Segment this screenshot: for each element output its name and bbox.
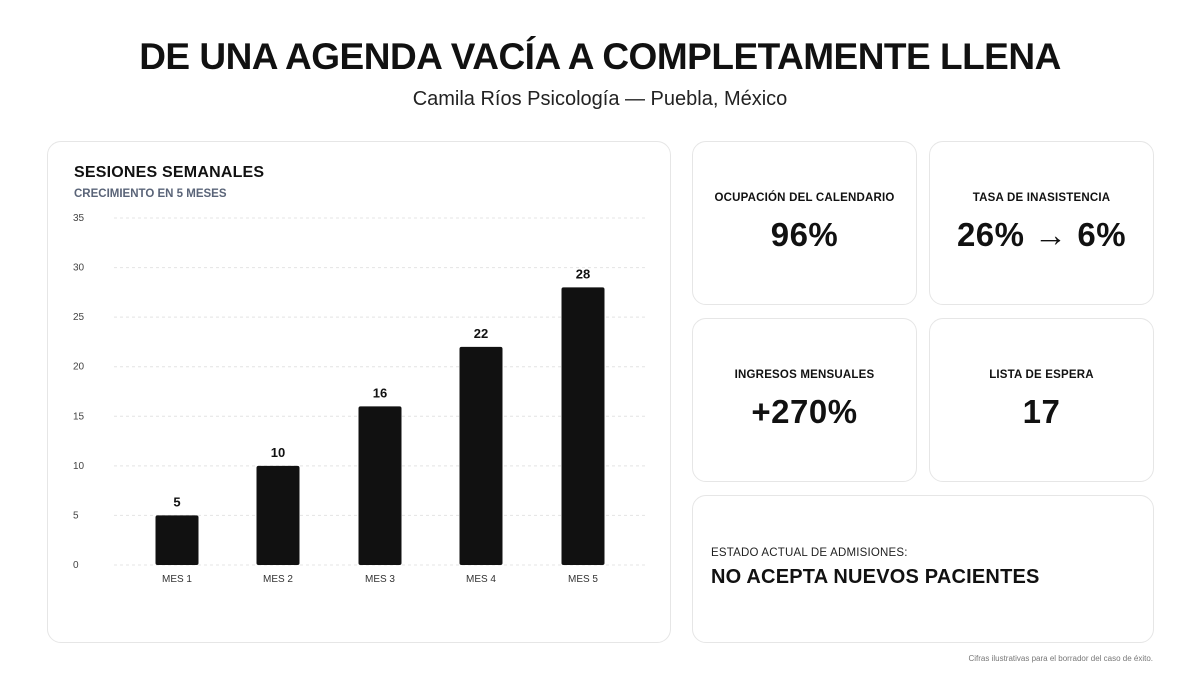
data-label: 16 (373, 385, 387, 400)
page-subtitle: Camila Ríos Psicología — Puebla, México (412, 88, 788, 110)
y-tick-label: 5 (73, 510, 79, 521)
y-tick-label: 10 (73, 461, 85, 472)
stat-card-waitlist: LISTA DE ESPERA 17 (929, 318, 1154, 482)
x-tick-label: MES 5 (568, 574, 598, 585)
x-tick-label: MES 3 (365, 574, 395, 585)
stat-card-calendar-occupancy: OCUPACIÓN DEL CALENDARIO 96% (692, 141, 917, 305)
bar (561, 287, 605, 565)
stat-value: +270% (751, 393, 858, 430)
stat-label: OCUPACIÓN DEL CALENDARIO (714, 192, 895, 204)
y-tick-label: 0 (73, 560, 79, 571)
bar (358, 406, 402, 565)
data-label: 10 (271, 445, 285, 460)
y-tick-label: 30 (73, 263, 85, 274)
data-label: 22 (474, 326, 488, 341)
page-title: DE UNA AGENDA VACÍA A COMPLETAMENTE LLEN… (139, 36, 1061, 77)
x-tick-label: MES 2 (263, 574, 293, 585)
bar-chart: 0 5 10 15 20 25 30 35 5 MES 1 10 MES 2 16 MES 3 22 MES … (73, 213, 648, 585)
admissions-status-card: ESTADO ACTUAL DE ADMISIONES: NO ACEPTA N… (692, 495, 1154, 643)
x-tick-label: MES 4 (466, 574, 496, 585)
y-tick-label: 15 (73, 411, 85, 422)
admissions-status-value: NO ACEPTA NUEVOS PACIENTES (711, 566, 1040, 588)
y-tick-label: 25 (73, 312, 85, 323)
stat-label: TASA DE INASISTENCIA (972, 192, 1111, 204)
chart-subtitle: CRECIMIENTO EN 5 MESES (74, 188, 227, 200)
stat-value: 96% (770, 216, 839, 253)
stat-value: 26% → 6% (956, 216, 1127, 253)
data-label: 28 (576, 266, 590, 281)
x-tick-label: MES 1 (162, 574, 192, 585)
stat-card-monthly-income: INGRESOS MENSUALES +270% (692, 318, 917, 482)
data-label: 5 (173, 494, 180, 509)
bar (155, 515, 199, 565)
chart-title: SESIONES SEMANALES (74, 164, 265, 181)
footnote: Cifras ilustrativas para el borrador del… (968, 654, 1153, 663)
bar (459, 346, 503, 565)
y-tick-label: 20 (73, 362, 85, 373)
stat-card-no-show-rate: TASA DE INASISTENCIA 26% → 6% (929, 141, 1154, 305)
bar (256, 465, 300, 565)
admissions-status-label: ESTADO ACTUAL DE ADMISIONES: (711, 547, 908, 559)
chart-card: 0 5 10 15 20 25 30 35 5 MES 1 10 MES 2 16 MES 3 22 MES … (47, 141, 671, 643)
stat-value: 17 (1022, 393, 1061, 430)
stat-label: LISTA DE ESPERA (989, 369, 1094, 381)
stat-label: INGRESOS MENSUALES (734, 369, 875, 381)
y-tick-label: 35 (73, 213, 85, 224)
